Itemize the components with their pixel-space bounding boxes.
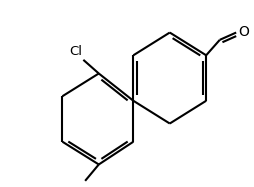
Text: Cl: Cl — [69, 45, 82, 58]
Text: O: O — [238, 25, 249, 39]
